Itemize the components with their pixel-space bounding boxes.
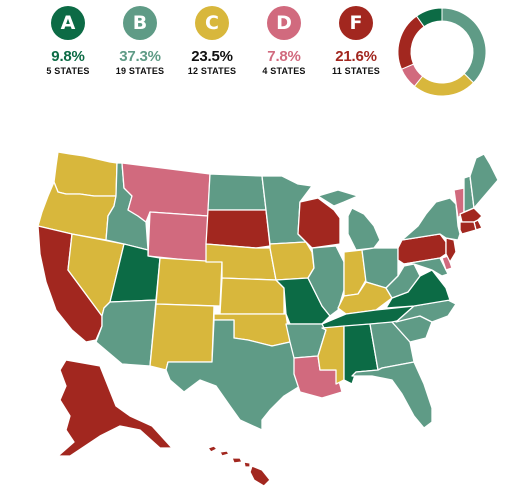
grade-legend: A 9.8% 5 STATES B 37.3% 19 STATES C 23.5…	[0, 0, 400, 90]
state-wi	[297, 197, 341, 249]
donut-slice-a	[415, 7, 443, 28]
state-wy	[147, 211, 209, 263]
state-md	[403, 257, 449, 277]
state-co	[155, 257, 223, 307]
grade-d-badge: D	[267, 6, 301, 40]
grade-d: D 7.8% 4 STATES	[252, 6, 316, 76]
state-de	[441, 255, 453, 271]
grade-share-donut	[397, 7, 487, 97]
state-nd	[207, 173, 267, 211]
grade-c-percent: 23.5%	[191, 48, 233, 65]
state-ct	[459, 221, 477, 235]
state-ny	[401, 197, 461, 241]
grade-f-badge: F	[339, 6, 373, 40]
grade-a-badge: A	[51, 6, 85, 40]
state-hi	[207, 445, 271, 487]
grade-c: C 23.5% 12 STATES	[180, 6, 244, 76]
state-nm	[149, 303, 215, 371]
state-tx	[165, 319, 301, 431]
state-ks	[219, 277, 285, 315]
state-az	[95, 299, 157, 367]
state-me	[469, 153, 499, 209]
grade-f-state-count: 11 STATES	[332, 66, 380, 76]
donut-slice-f	[397, 15, 425, 70]
grade-f: F 21.6% 11 STATES	[324, 6, 388, 76]
grade-b: B 37.3% 19 STATES	[108, 6, 172, 76]
state-nj	[445, 237, 457, 263]
state-sd	[205, 209, 271, 249]
grade-d-percent: 7.8%	[267, 48, 301, 65]
grade-c-badge: C	[195, 6, 229, 40]
state-il	[307, 245, 345, 317]
state-mi-upper-peninsula	[317, 189, 359, 207]
grade-d-state-count: 4 STATES	[262, 66, 306, 76]
state-wa	[53, 151, 118, 197]
grade-b-state-count: 19 STATES	[115, 66, 165, 76]
grade-b-percent: 37.3%	[119, 48, 161, 65]
grade-a: A 9.8% 5 STATES	[36, 6, 100, 76]
grade-c-state-count: 12 STATES	[187, 66, 237, 76]
us-state-grade-map	[37, 151, 499, 487]
state-fl	[351, 361, 433, 429]
grade-f-percent: 21.6%	[335, 48, 377, 65]
donut-slice-b	[441, 7, 487, 84]
grade-a-percent: 9.8%	[51, 48, 85, 65]
state-mi	[347, 207, 381, 251]
grade-a-state-count: 5 STATES	[46, 66, 90, 76]
grade-b-badge: B	[123, 6, 157, 40]
state-ma	[459, 207, 483, 223]
state-wv	[385, 263, 421, 299]
state-ak	[57, 359, 173, 457]
donut-slice-c	[413, 72, 475, 97]
state-ia	[269, 241, 315, 281]
